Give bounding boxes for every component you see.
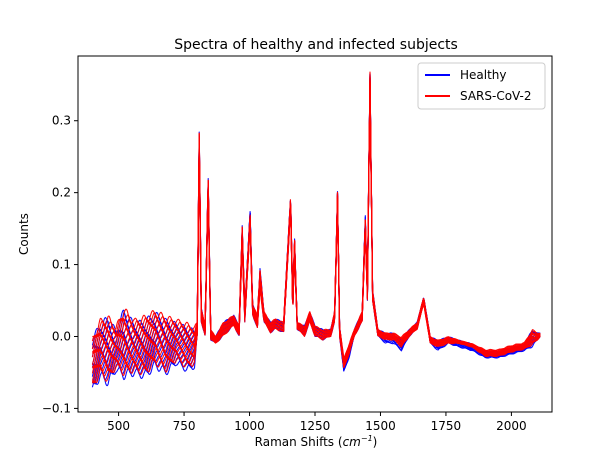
x-tick-label: 2000: [496, 419, 527, 433]
x-axis-label-unit-exp: −1: [361, 434, 373, 443]
series-line-sars-cov-2: [91, 72, 541, 360]
x-axis-label: Raman Shifts (cm−1): [255, 434, 378, 449]
y-axis: −0.1 0.0 0.1 0.2 0.3: [42, 114, 78, 415]
y-tick-label: 0.2: [52, 186, 71, 200]
x-tick-label: 750: [173, 419, 196, 433]
x-tick-label: 500: [107, 419, 130, 433]
plot-area: [77, 55, 553, 413]
x-tick-label: 1000: [234, 419, 265, 433]
y-tick-label: 0.0: [52, 329, 71, 343]
legend-label-sars-cov-2: SARS-CoV-2: [460, 89, 532, 103]
x-tick-label: 1250: [300, 419, 331, 433]
series-line-healthy: [91, 73, 541, 364]
y-tick-label: 0.1: [52, 258, 71, 272]
x-axis-label-unit: cm: [343, 435, 361, 449]
legend-label-healthy: Healthy: [460, 68, 507, 82]
x-axis-label-close: ): [373, 435, 378, 449]
y-tick-label: 0.3: [52, 114, 71, 128]
x-axis: 500 750 1000 1250 1500 1750 2000: [107, 412, 527, 433]
legend: Healthy SARS-CoV-2: [417, 62, 546, 110]
series-line-sars-cov-2: [92, 71, 541, 359]
series-sars-cov-2: [91, 71, 541, 384]
y-axis-label: Counts: [17, 213, 31, 255]
chart-title: Spectra of healthy and infected subjects: [174, 37, 458, 53]
series-layer: [91, 71, 541, 388]
x-tick-label: 1500: [365, 419, 396, 433]
x-axis-label-main: Raman Shifts (: [255, 435, 343, 449]
y-tick-label: −0.1: [42, 401, 71, 415]
x-tick-label: 1750: [431, 419, 462, 433]
